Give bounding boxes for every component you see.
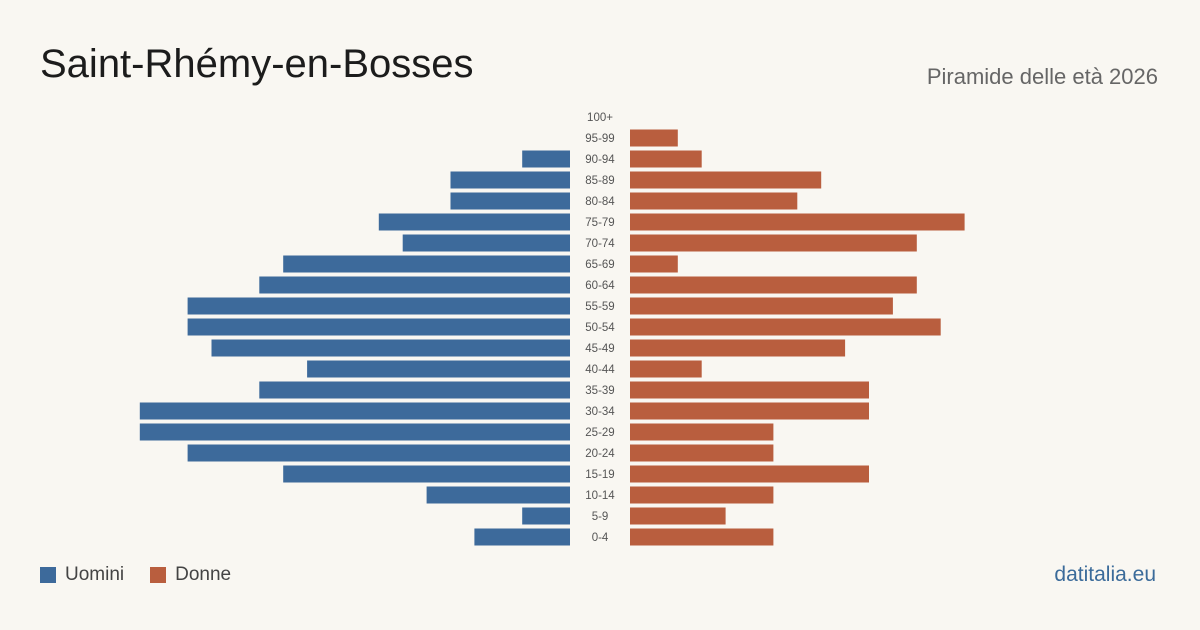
bar-men-45-49 xyxy=(211,339,570,357)
bar-men-65-69 xyxy=(283,255,570,273)
age-label-35-39: 35-39 xyxy=(585,385,614,397)
bar-women-10-14 xyxy=(630,486,774,504)
chart-title: Saint-Rhémy-en-Bosses xyxy=(40,42,474,86)
age-label-15-19: 15-19 xyxy=(585,469,614,481)
legend-swatch-women xyxy=(150,567,167,583)
bar-women-55-59 xyxy=(630,297,893,315)
bar-women-95-99 xyxy=(630,129,678,147)
bar-men-80-84 xyxy=(450,192,570,210)
age-label-90-94: 90-94 xyxy=(585,154,615,166)
bar-men-40-44 xyxy=(307,360,570,378)
bar-men-35-39 xyxy=(259,381,570,399)
bar-men-85-89 xyxy=(450,171,570,189)
age-label-45-49: 45-49 xyxy=(585,343,614,355)
age-label-0-4: 0-4 xyxy=(592,532,609,544)
bar-men-90-94 xyxy=(522,150,570,168)
age-label-55-59: 55-59 xyxy=(585,301,614,313)
bar-men-75-79 xyxy=(378,213,570,231)
bar-men-5-9 xyxy=(522,507,570,525)
bar-women-35-39 xyxy=(630,381,869,399)
legend-item-men: Uomini xyxy=(40,564,124,586)
legend-label-men: Uomini xyxy=(65,564,125,585)
bar-women-65-69 xyxy=(630,255,678,273)
bar-women-25-29 xyxy=(630,423,774,441)
age-label-65-69: 65-69 xyxy=(585,259,614,271)
bar-women-45-49 xyxy=(630,339,846,357)
age-label-60-64: 60-64 xyxy=(585,280,615,292)
age-label-25-29: 25-29 xyxy=(585,427,614,439)
bar-women-15-19 xyxy=(630,465,869,483)
source-link[interactable]: datitalia.eu xyxy=(1054,563,1156,586)
chart-subtitle: Piramide delle età 2026 xyxy=(926,64,1158,89)
age-label-50-54: 50-54 xyxy=(585,322,615,334)
legend-swatch-men xyxy=(40,567,56,583)
bar-men-15-19 xyxy=(283,465,570,483)
bar-women-90-94 xyxy=(630,150,702,168)
bar-women-0-4 xyxy=(630,528,774,546)
age-label-100plus: 100+ xyxy=(587,112,613,124)
bar-men-30-34 xyxy=(139,402,571,420)
bar-women-70-74 xyxy=(630,234,917,252)
bar-women-50-54 xyxy=(630,318,941,336)
bar-women-30-34 xyxy=(630,402,869,420)
age-label-85-89: 85-89 xyxy=(585,175,614,187)
age-label-10-14: 10-14 xyxy=(585,490,615,502)
bar-men-20-24 xyxy=(187,444,570,462)
bar-men-55-59 xyxy=(187,297,570,315)
age-label-5-9: 5-9 xyxy=(592,511,609,523)
age-label-80-84: 80-84 xyxy=(585,196,615,208)
bar-women-40-44 xyxy=(630,360,702,378)
bar-women-20-24 xyxy=(630,444,774,462)
legend-item-women: Donne xyxy=(150,564,231,586)
age-label-95-99: 95-99 xyxy=(585,133,614,145)
bar-men-25-29 xyxy=(139,423,571,441)
bar-women-75-79 xyxy=(630,213,965,231)
bar-women-80-84 xyxy=(630,192,798,210)
bar-men-10-14 xyxy=(426,486,570,504)
bar-men-60-64 xyxy=(259,276,570,294)
legend: Uomini Donne xyxy=(40,564,257,586)
legend-label-women: Donne xyxy=(175,564,232,585)
age-label-30-34: 30-34 xyxy=(585,406,615,418)
age-label-75-79: 75-79 xyxy=(585,217,614,229)
age-label-20-24: 20-24 xyxy=(585,448,615,460)
age-label-40-44: 40-44 xyxy=(585,364,615,376)
bar-women-85-89 xyxy=(630,171,822,189)
bar-women-60-64 xyxy=(630,276,917,294)
bar-men-0-4 xyxy=(474,528,570,546)
bar-men-50-54 xyxy=(187,318,570,336)
bar-men-70-74 xyxy=(402,234,570,252)
bar-women-5-9 xyxy=(630,507,726,525)
age-label-70-74: 70-74 xyxy=(585,238,615,250)
